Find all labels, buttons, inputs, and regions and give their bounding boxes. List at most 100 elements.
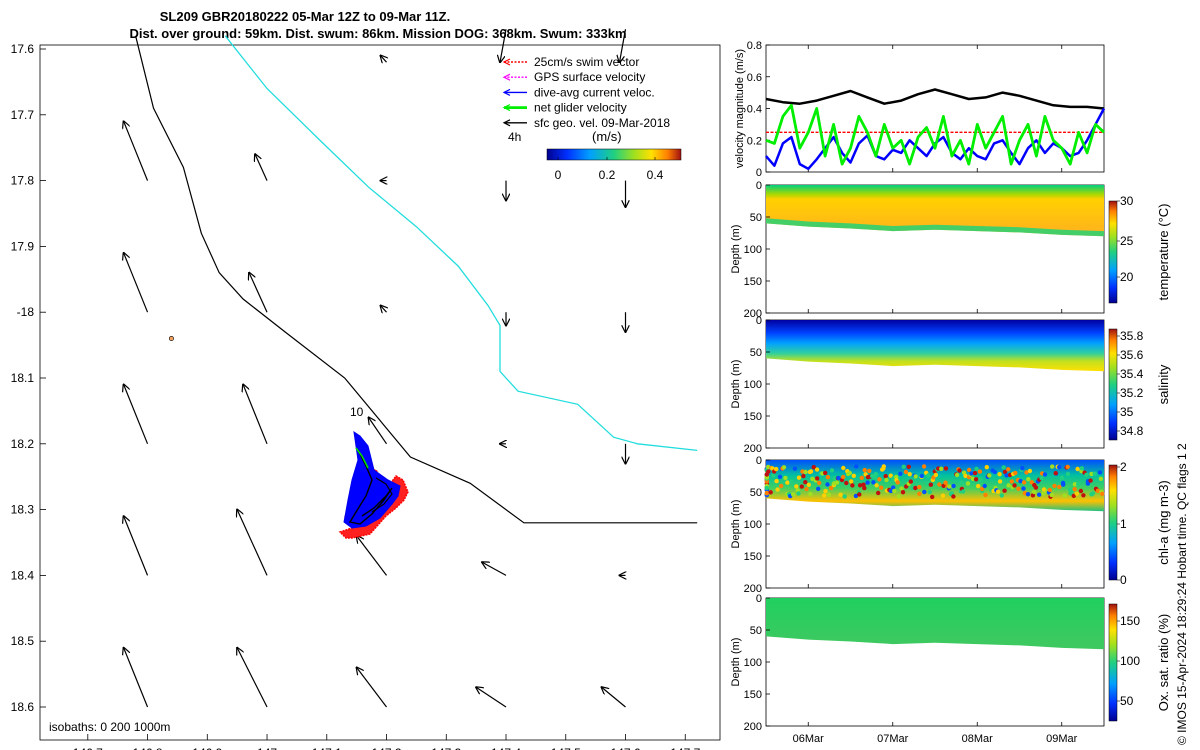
- chl-a-sample-point: [791, 492, 796, 497]
- panel-colorbar: [1108, 328, 1118, 441]
- series-sfc-geo-vel-: [765, 88, 1105, 110]
- legend-arrowhead: [502, 73, 511, 81]
- panel-colorbar-tick-label: 2: [1120, 460, 1127, 474]
- panel-colorbar-tick-label: 50: [1120, 694, 1134, 708]
- chl-a-sample-point: [768, 490, 773, 495]
- chl-a-sample-point: [963, 473, 968, 479]
- surface-velocity-arrow: [381, 56, 387, 63]
- depth-tick-label: 0: [756, 593, 762, 605]
- chl-a-sample-point: [927, 489, 932, 495]
- chl-a-sample-point: [900, 490, 906, 495]
- chl-a-sample-point: [850, 483, 855, 488]
- chl-a-sample-point: [1013, 470, 1018, 476]
- chl-a-sample-point: [1089, 471, 1094, 477]
- legend-arrowhead: [502, 104, 511, 112]
- chl-a-sample-point: [785, 480, 790, 485]
- chl-a-sample-point: [1041, 491, 1046, 496]
- chl-a-sample-point: [1059, 475, 1065, 480]
- chl-a-sample-point: [822, 493, 827, 498]
- chl-a-sample-point: [984, 465, 989, 470]
- chl-a-sample-point: [972, 470, 978, 476]
- chl-a-sample-point: [884, 477, 889, 483]
- surface-velocity-arrow: [620, 29, 627, 62]
- chl-a-sample-point: [1072, 487, 1077, 492]
- surface-velocity-arrow: [124, 121, 149, 181]
- glider-path: [348, 449, 393, 525]
- chl-a-sample-point: [977, 469, 983, 474]
- depth-tick-label: 50: [750, 487, 762, 499]
- map-y-tick-label: 17.7: [11, 108, 35, 122]
- chl-a-sample-point: [794, 484, 799, 489]
- map-y-tick-label: 18.3: [11, 503, 35, 517]
- chl-a-sample-point: [814, 467, 820, 472]
- chl-a-sample-point: [957, 468, 962, 473]
- map-y-tick-label: 18.1: [11, 371, 35, 385]
- map-y-tick-label: -18: [17, 305, 35, 319]
- chl-a-sample-point: [997, 479, 1003, 484]
- figure-title-line2: Dist. over ground: 59km. Dist. swum: 86k…: [129, 26, 626, 41]
- surface-velocity-arrow: [124, 253, 149, 313]
- isobath-200m: [224, 35, 698, 452]
- chl-a-sample-point: [959, 480, 964, 486]
- chl-a-sample-point: [806, 482, 811, 487]
- chl-a-sample-point: [816, 486, 821, 491]
- chl-a-sample-point: [867, 468, 872, 474]
- map-y-tick-label: 18.6: [11, 700, 35, 714]
- surface-velocity-arrow: [357, 668, 388, 708]
- panel-colorbar-tick-label: 25: [1120, 234, 1134, 248]
- chl-a-sample-point: [892, 488, 897, 494]
- surface-velocity-arrow: [255, 154, 268, 181]
- panel-colorbar-label: salinity: [1156, 364, 1171, 404]
- chl-a-sample-point: [943, 466, 949, 471]
- chl-a-sample-point: [1072, 482, 1078, 487]
- panel-colorbar-tick-label: 100: [1120, 654, 1140, 668]
- chl-a-sample-point: [832, 476, 837, 481]
- series-net-glider: [765, 103, 1105, 166]
- surface-velocity-arrow: [357, 536, 388, 576]
- chl-a-sample-point: [933, 472, 939, 478]
- chl-a-sample-point: [1002, 469, 1008, 475]
- depth-axis-label: Depth (m): [730, 360, 742, 409]
- chl-a-sample-point: [1006, 483, 1011, 488]
- chl-a-sample-point: [766, 469, 771, 474]
- chl-a-sample-point: [903, 469, 909, 475]
- chl-a-sample-point: [859, 475, 864, 480]
- chl-a-sample-point: [801, 473, 806, 479]
- chl-a-sample-point: [951, 494, 956, 499]
- chl-a-sample-point: [951, 483, 956, 489]
- chl-a-sample-point: [823, 488, 828, 494]
- chl-a-sample-point: [1021, 486, 1026, 491]
- panel-colorbar-tick-label: 35.6: [1120, 348, 1144, 362]
- map-y-tick-label: 18.2: [11, 437, 35, 451]
- chl-a-sample-point: [1009, 479, 1014, 484]
- velocity-y-label: velocity magnitude (m/s): [734, 49, 746, 168]
- surface-velocity-arrow: [602, 687, 626, 708]
- chl-a-sample-point: [983, 492, 988, 498]
- map-x-tick-label: 147.1: [312, 746, 342, 750]
- chl-a-sample-point: [987, 473, 992, 478]
- legend-label: dive-avg current veloc.: [534, 85, 655, 99]
- chl-a-sample-point: [1061, 482, 1066, 487]
- chl-a-sample-point: [1088, 478, 1093, 483]
- surface-velocity-arrow: [124, 516, 149, 576]
- chl-a-sample-point: [779, 483, 784, 489]
- velocity-y-tick-label: 0.2: [747, 135, 762, 147]
- chl-a-sample-point: [861, 482, 866, 487]
- chl-a-sample-point: [799, 484, 804, 489]
- chl-a-sample-point: [1065, 464, 1070, 470]
- surface-velocity-vectors: [124, 29, 627, 708]
- chl-a-sample-point: [1092, 471, 1097, 476]
- chl-a-sample-point: [796, 475, 802, 480]
- depth-tick-label: 200: [744, 308, 762, 320]
- chl-a-sample-point: [1075, 466, 1080, 472]
- chl-a-sample-point: [834, 480, 840, 485]
- chl-a-sample-point: [1078, 488, 1084, 494]
- chl-a-sample-point: [921, 464, 927, 469]
- surface-velocity-arrow: [243, 385, 268, 445]
- figure-title-line1: SL209 GBR20180222 05-Mar 12Z to 09-Mar 1…: [160, 9, 450, 24]
- surface-velocity-arrow: [249, 273, 268, 313]
- legend-label: sfc geo. vel. 09-Mar-2018: [534, 116, 670, 130]
- chl-a-sample-point: [940, 493, 946, 498]
- chl-a-sample-point: [841, 465, 846, 471]
